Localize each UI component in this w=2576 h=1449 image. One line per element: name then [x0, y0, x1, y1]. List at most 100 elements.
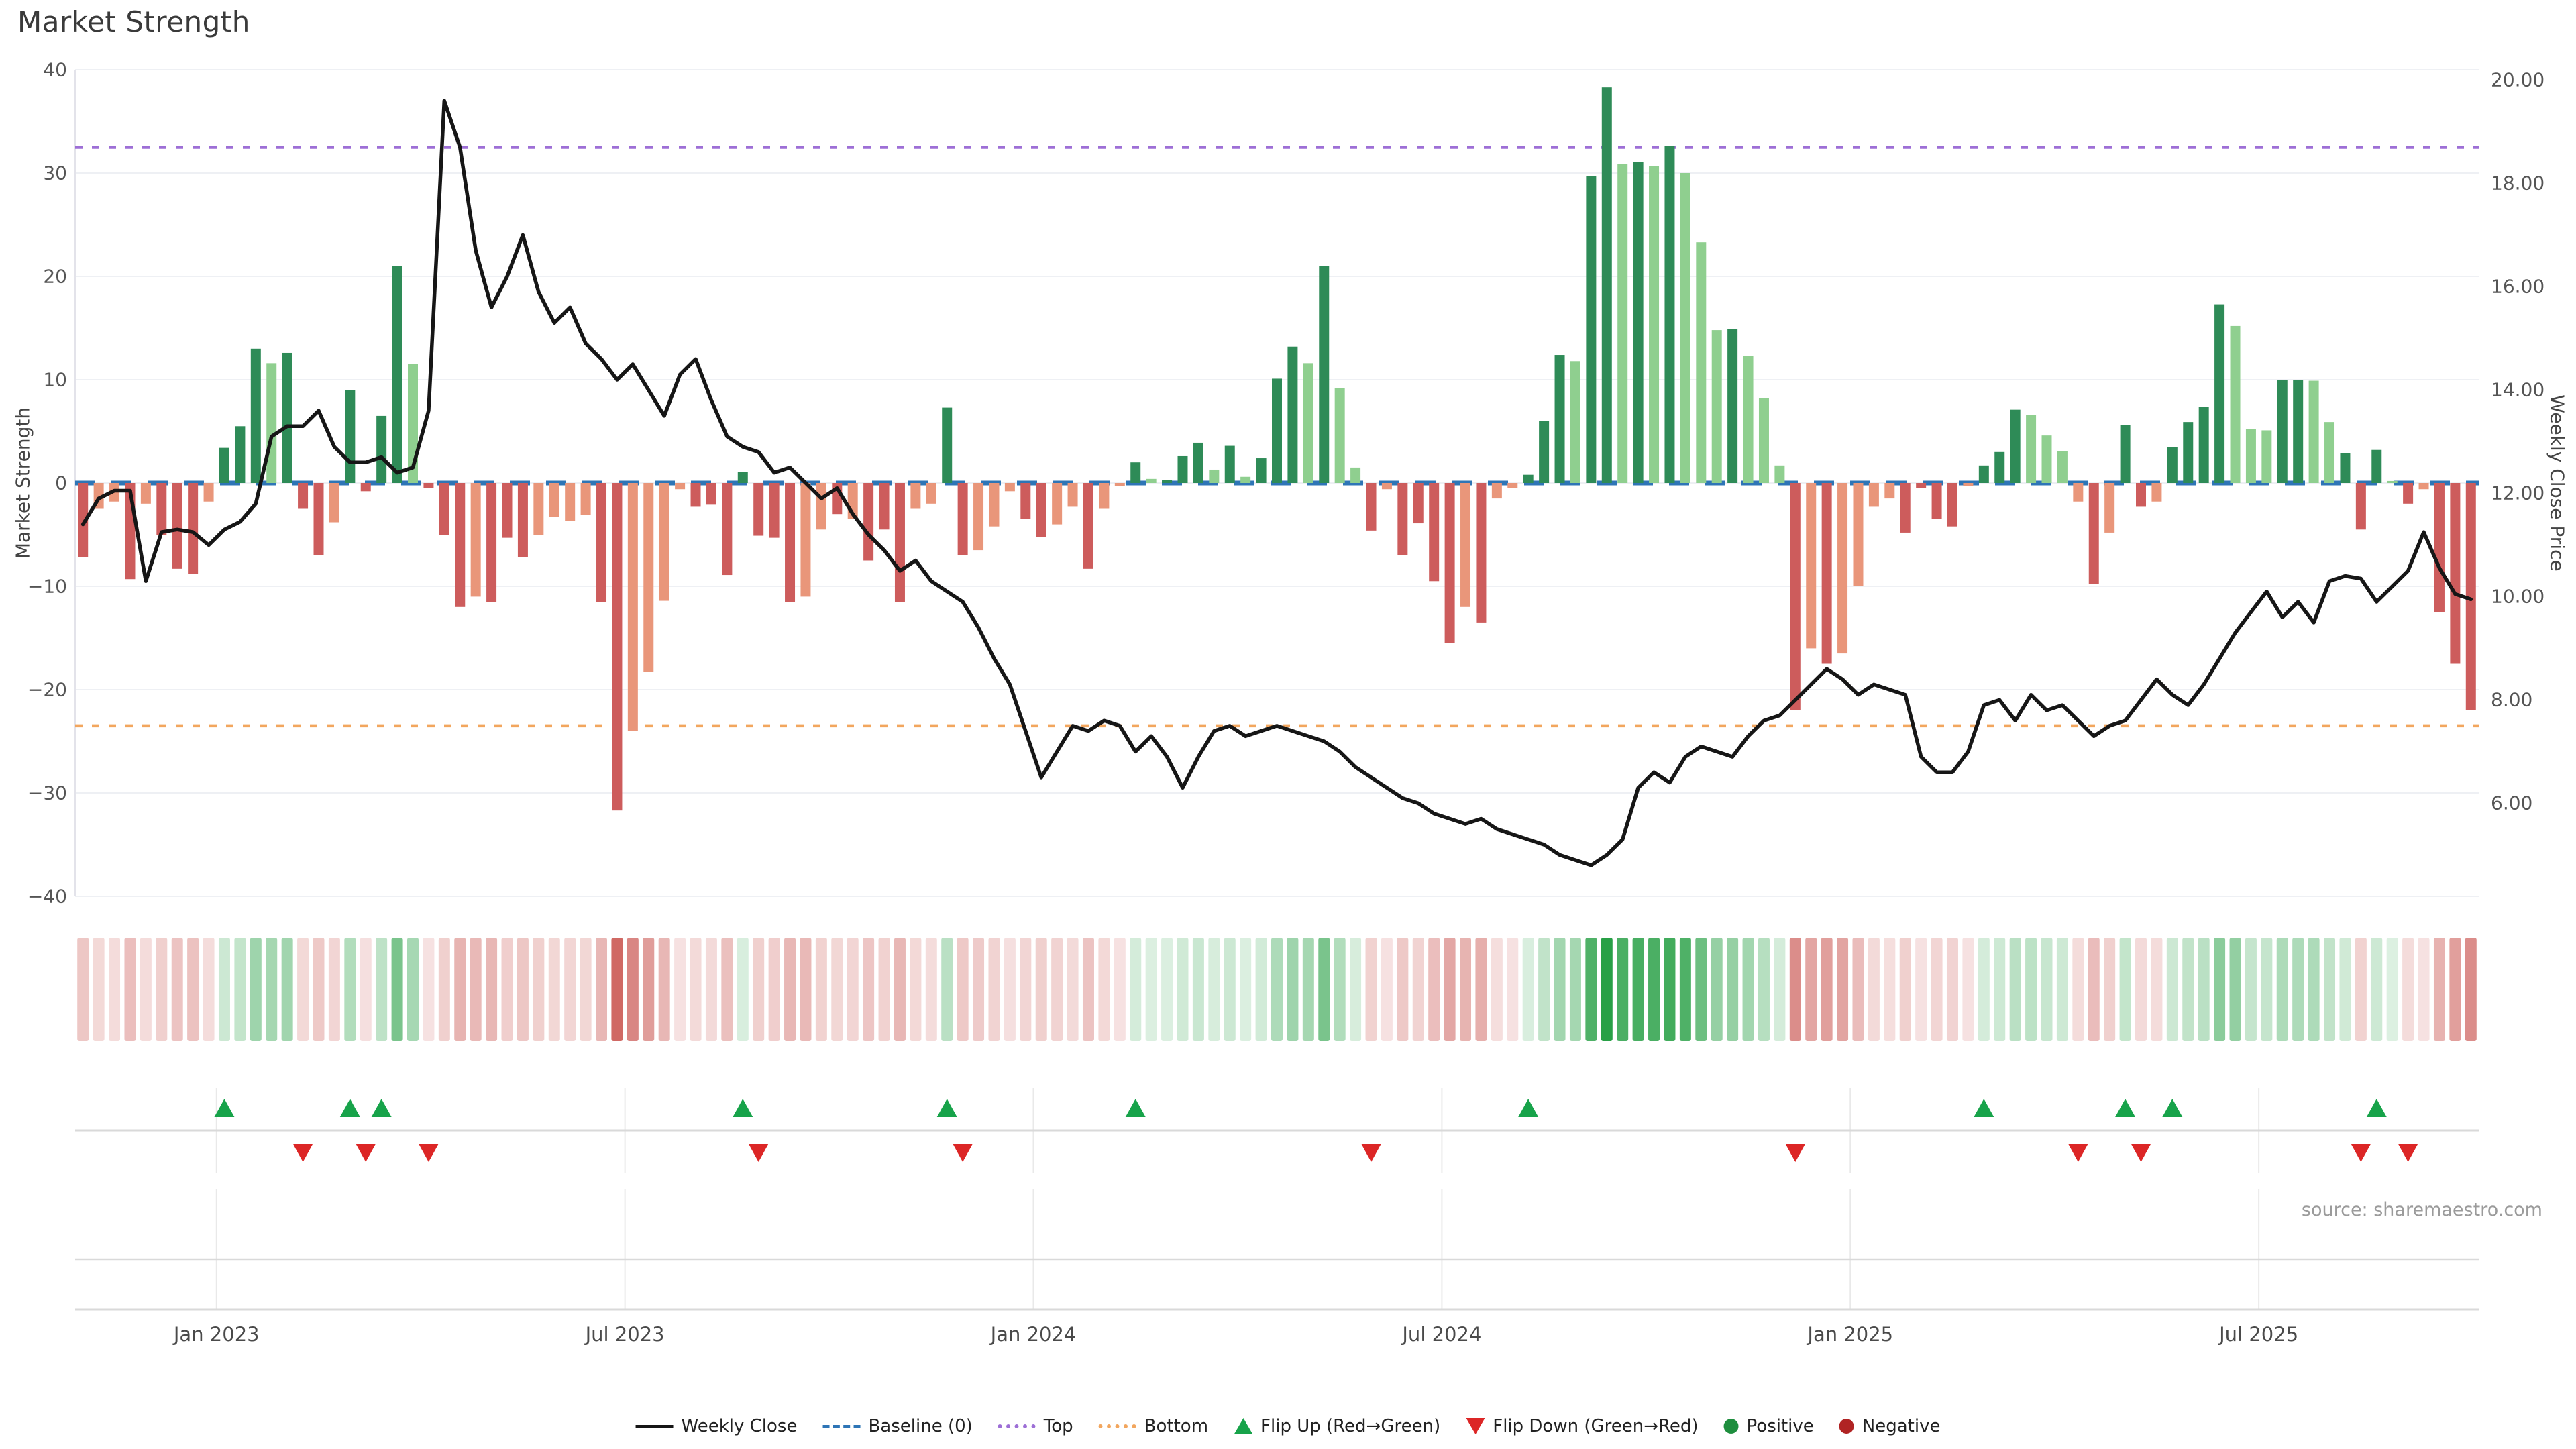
flip-up-icon	[1974, 1099, 1994, 1117]
page-title: Market Strength	[17, 5, 250, 38]
strength-bar	[910, 483, 921, 509]
heatmap-cell	[2465, 938, 2477, 1041]
heatmap-cell	[2402, 938, 2414, 1041]
strength-bar	[266, 363, 277, 483]
heatmap-cell	[1978, 938, 1990, 1041]
strength-bar	[1491, 483, 1502, 499]
heatmap-cell	[1020, 938, 1032, 1041]
heatmap-cell	[2308, 938, 2320, 1041]
strength-bar	[1020, 483, 1031, 519]
heatmap-cell	[1805, 938, 1817, 1041]
legend-label: Negative	[1862, 1416, 1941, 1436]
heatmap-cell	[1444, 938, 1456, 1041]
heatmap-cell	[784, 938, 796, 1041]
heatmap-cell	[2292, 938, 2304, 1041]
heatmap-cell	[2198, 938, 2210, 1041]
heatmap-cell	[266, 938, 278, 1041]
right-tick-label: 16.00	[2491, 275, 2545, 298]
strength-bar	[1523, 474, 1534, 483]
heatmap-cell	[643, 938, 655, 1041]
strength-bar	[1209, 469, 1220, 483]
strength-bar	[706, 483, 716, 505]
strength-bar	[1319, 266, 1330, 483]
strength-bar	[2198, 407, 2209, 483]
strength-bar	[737, 472, 748, 483]
strength-bar	[2026, 415, 2037, 483]
heatmap-cell	[1255, 938, 1267, 1041]
heatmap-cell	[218, 938, 230, 1041]
strength-bar	[1350, 467, 1361, 483]
strength-bar	[1931, 483, 1942, 519]
strength-bar	[1240, 476, 1251, 483]
heatmap-cell	[2229, 938, 2241, 1041]
strength-bar	[863, 483, 874, 561]
strength-bar	[1837, 483, 1848, 654]
legend-label: Positive	[1746, 1416, 1814, 1436]
strength-bar	[1664, 146, 1675, 483]
strength-bar	[517, 483, 528, 557]
heatmap-cell	[1994, 938, 2006, 1041]
strength-bar	[1177, 455, 1188, 483]
strength-bar	[1036, 483, 1046, 537]
strength-bar	[2245, 429, 2256, 483]
right-tick-label: 12.00	[2491, 482, 2545, 504]
strength-bar	[1554, 355, 1565, 483]
heatmap-cell	[2166, 938, 2178, 1041]
legend-item-dotted: Top	[998, 1416, 1073, 1436]
heatmap-cell	[187, 938, 199, 1041]
bottom-panel	[75, 1189, 2479, 1311]
heatmap-cell	[2418, 938, 2430, 1041]
strength-bar	[957, 483, 968, 555]
strength-bar	[2324, 422, 2335, 483]
strength-bar	[1272, 378, 1282, 483]
strength-bar	[675, 483, 686, 490]
strength-bar	[1193, 442, 1203, 483]
strength-bar	[156, 483, 167, 535]
heatmap-cell	[250, 938, 262, 1041]
strength-bar	[2387, 480, 2398, 483]
heatmap-cell	[1004, 938, 1016, 1041]
strength-bar	[989, 483, 1000, 527]
strength-bar	[1853, 483, 1864, 586]
heatmap-cell	[564, 938, 576, 1041]
strength-bar	[329, 483, 339, 523]
heatmap-cell	[768, 938, 780, 1041]
x-tick-label: Jan 2025	[1807, 1323, 1894, 1346]
strength-bar	[2308, 380, 2319, 483]
right-tick-label: 10.00	[2491, 585, 2545, 608]
strength-bar	[627, 483, 638, 731]
heatmap-cell	[1412, 938, 1424, 1041]
heatmap-cell	[376, 938, 388, 1041]
strength-bar	[1099, 483, 1110, 509]
strength-bar	[926, 483, 936, 504]
strength-bar	[1806, 483, 1817, 649]
heatmap-cell	[1240, 938, 1252, 1041]
heatmap-cell	[1837, 938, 1849, 1041]
strength-bar	[800, 483, 811, 597]
heatmap-cell	[1350, 938, 1362, 1041]
strength-bar	[612, 483, 623, 811]
strength-bar	[250, 348, 261, 483]
heatmap-cell	[627, 938, 639, 1041]
strength-bar	[1287, 346, 1298, 483]
heatmap-cell	[2088, 938, 2100, 1041]
strength-bar	[973, 483, 984, 551]
strength-bar	[690, 483, 701, 507]
heatmap-cell	[124, 938, 136, 1041]
heatmap-cell	[2245, 938, 2257, 1041]
strength-bar	[785, 483, 796, 602]
flip-down-icon	[2131, 1144, 2151, 1162]
heatmap-cell	[1632, 938, 1644, 1041]
weekly-close-line-icon	[635, 1424, 674, 1428]
heatmap-cell	[2261, 938, 2273, 1041]
heatmap-cell	[1868, 938, 1880, 1041]
strength-bar	[1570, 361, 1580, 483]
flip-marker-panel	[75, 1088, 2479, 1173]
strength-bar	[580, 483, 591, 515]
heatmap-cell	[407, 938, 419, 1041]
heatmap-cell	[1475, 938, 1487, 1041]
strength-bar	[1633, 162, 1644, 483]
heatmap-cell	[2371, 938, 2383, 1041]
heatmap-cell	[2449, 938, 2461, 1041]
strength-bar	[1366, 483, 1377, 531]
